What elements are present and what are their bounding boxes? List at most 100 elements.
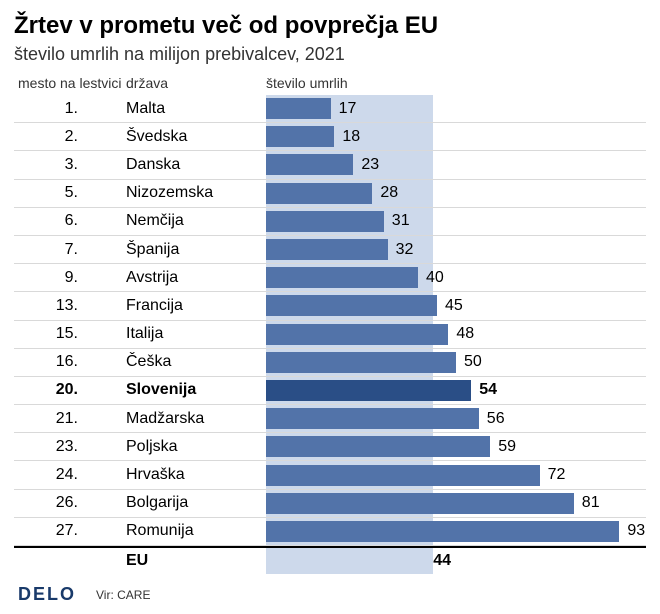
bar-cell: 44: [266, 548, 646, 574]
table-row: 7.Španija 32: [14, 236, 646, 264]
value-label: 44: [433, 552, 451, 570]
bar-cell: 81: [266, 490, 646, 517]
value-label: 56: [487, 410, 505, 428]
header-country: država: [126, 75, 266, 91]
country-cell: Švedska: [126, 128, 266, 146]
country-cell: Poljska: [126, 438, 266, 456]
country-cell: Slovenija: [126, 381, 266, 399]
bar-cell: 23: [266, 151, 646, 178]
rank-cell: 5.: [14, 184, 126, 202]
bar-cell: 31: [266, 208, 646, 235]
table-row: 5.Nizozemska28: [14, 180, 646, 208]
bar-cell: 50: [266, 349, 646, 376]
value-label: 54: [479, 381, 497, 399]
bar: [266, 183, 372, 204]
country-cell: Francija: [126, 297, 266, 315]
bar-cell: 28: [266, 180, 646, 207]
bar: [266, 126, 334, 147]
value-label: 31: [392, 212, 410, 230]
bar-cell: 54: [266, 377, 646, 404]
value-label: 18: [342, 128, 360, 146]
bar-cell: 45: [266, 292, 646, 319]
country-cell: Romunija: [126, 522, 266, 540]
header-value: število umrlih: [266, 75, 646, 91]
table-row: 3.Danska 23: [14, 151, 646, 179]
country-cell: EU: [126, 552, 266, 570]
rank-cell: 20.: [14, 381, 126, 399]
bar: [266, 211, 384, 232]
chart-container: Žrtev v prometu več od povprečja EU štev…: [0, 0, 660, 613]
value-label: 17: [339, 100, 357, 118]
country-cell: Češka: [126, 353, 266, 371]
chart-title: Žrtev v prometu več od povprečja EU: [14, 12, 646, 40]
table-row: 6.Nemčija31: [14, 208, 646, 236]
rank-cell: 24.: [14, 466, 126, 484]
bar: [266, 436, 490, 457]
bar: [266, 295, 437, 316]
rank-cell: 26.: [14, 494, 126, 512]
value-label: 32: [396, 241, 414, 259]
publisher-logo: DELO: [18, 584, 76, 605]
value-label: 59: [498, 438, 516, 456]
country-cell: Španija: [126, 241, 266, 259]
bar-cell: 56: [266, 405, 646, 432]
rank-cell: 9.: [14, 269, 126, 287]
rank-cell: 2.: [14, 128, 126, 146]
bar-cell: 17: [266, 95, 646, 122]
table-row: 15.Italija48: [14, 321, 646, 349]
country-cell: Nizozemska: [126, 184, 266, 202]
country-cell: Nemčija: [126, 212, 266, 230]
table-row: 20.Slovenija 54: [14, 377, 646, 405]
table-row: 9.Avstrija 40: [14, 264, 646, 292]
bar-cell: 59: [266, 433, 646, 460]
table-row: 16.Češka 50: [14, 349, 646, 377]
header-rank: mesto na lestvici: [14, 75, 126, 91]
bar: [266, 154, 353, 175]
value-label: 50: [464, 353, 482, 371]
country-cell: Bolgarija: [126, 494, 266, 512]
bar: [266, 465, 540, 486]
table-row: 2.Švedska 18: [14, 123, 646, 151]
country-cell: Avstrija: [126, 269, 266, 287]
bar-cell: 32: [266, 236, 646, 263]
value-label: 93: [627, 522, 645, 540]
rank-cell: 21.: [14, 410, 126, 428]
country-cell: Italija: [126, 325, 266, 343]
value-label: 81: [582, 494, 600, 512]
value-label: 23: [361, 156, 379, 174]
value-label: 40: [426, 269, 444, 287]
rank-cell: 13.: [14, 297, 126, 315]
table-row: 26.Bolgarija 81: [14, 490, 646, 518]
bar: [266, 324, 448, 345]
source-label: Vir: CARE: [96, 588, 150, 602]
rank-cell: 7.: [14, 241, 126, 259]
bar-cell: 93: [266, 518, 646, 545]
bar: [266, 98, 331, 119]
rank-cell: 23.: [14, 438, 126, 456]
footer: DELO Vir: CARE: [14, 574, 646, 605]
table-row: 1.Malta 17: [14, 95, 646, 123]
country-cell: Hrvaška: [126, 466, 266, 484]
bar: [266, 493, 574, 514]
rank-cell: 15.: [14, 325, 126, 343]
country-cell: Madžarska: [126, 410, 266, 428]
bar-cell: 48: [266, 321, 646, 348]
country-cell: Malta: [126, 100, 266, 118]
bar: [266, 267, 418, 288]
eu-summary-row: EU 44: [14, 546, 646, 574]
bar-cell: 18: [266, 123, 646, 150]
table-row: 24.Hrvaška72: [14, 461, 646, 489]
rank-cell: 3.: [14, 156, 126, 174]
table-row: 13.Francija 45: [14, 292, 646, 320]
table-row: 21.Madžarska 56: [14, 405, 646, 433]
column-headers: mesto na lestvici država število umrlih: [14, 75, 646, 91]
bar: [266, 352, 456, 373]
chart-rows: 1.Malta 17 2.Švedska 18 3.Danska 23 5.Nizozems…: [14, 95, 646, 574]
rank-cell: 1.: [14, 100, 126, 118]
bar-cell: 40: [266, 264, 646, 291]
bar: [266, 239, 388, 260]
chart-subtitle: število umrlih na milijon prebivalcev, 2…: [14, 44, 646, 65]
rank-cell: 16.: [14, 353, 126, 371]
value-label: 45: [445, 297, 463, 315]
country-cell: Danska: [126, 156, 266, 174]
